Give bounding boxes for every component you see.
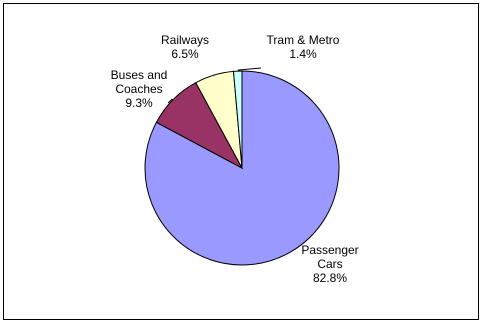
pie-slice-0 <box>144 70 340 266</box>
slice-value-label: 1.4% <box>289 47 317 61</box>
slice-category-label: Coaches <box>115 82 162 96</box>
slice-label-1: Buses and Coaches 9.3% <box>111 68 168 110</box>
leader-line-1 <box>167 98 173 104</box>
slice-label-3: Tram & Metro 1.4% <box>267 33 340 61</box>
slice-category-label: Passenger <box>301 243 358 257</box>
slice-label-0: Passenger Cars 82.8% <box>301 243 358 285</box>
slice-value-label: 82.8% <box>313 271 347 285</box>
slice-value-label: 9.3% <box>125 96 153 110</box>
slice-label-2: Railways 6.5% <box>161 33 209 61</box>
pie-slice-3 <box>232 70 243 169</box>
leader-line-3 <box>237 67 262 71</box>
slice-category-label: Tram & Metro <box>267 33 340 47</box>
slice-category-label: Railways <box>161 33 209 47</box>
slice-category-label: Buses and <box>111 68 168 82</box>
slice-category-label: Cars <box>317 257 342 271</box>
slice-value-label: 6.5% <box>171 47 199 61</box>
